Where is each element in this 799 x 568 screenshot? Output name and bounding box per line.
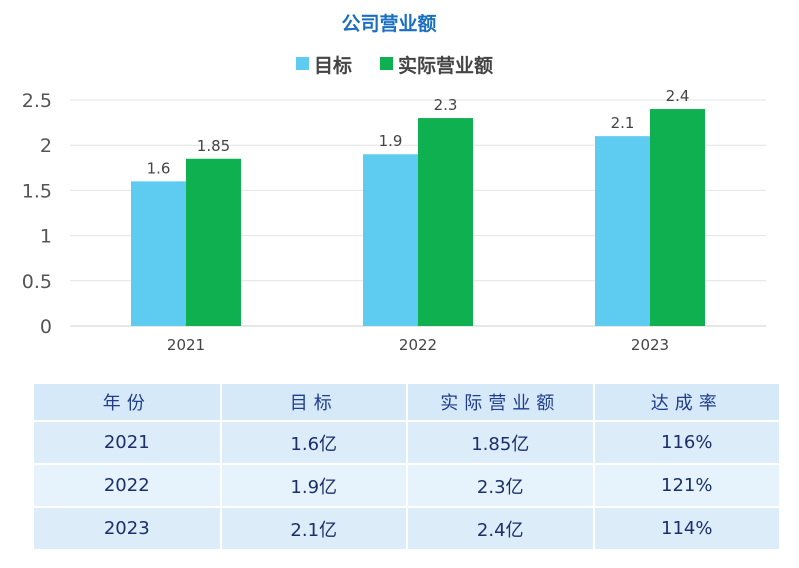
data-label: 1.6 [147, 159, 171, 177]
data-label: 2.1 [611, 114, 635, 132]
bar-0-2023 [595, 136, 650, 326]
x-axis-ticks: 2021 2022 2023 [167, 336, 669, 354]
y-tick-label: 2 [40, 135, 52, 157]
bar-1-2021 [186, 158, 241, 326]
table-row: 2021 1.6亿 1.85亿 116% [34, 421, 781, 465]
table-row: 2022 1.9亿 2.3亿 121% [34, 464, 781, 508]
cell-rate: 116% [593, 421, 781, 465]
cell-rate: 114% [593, 507, 781, 551]
x-tick-label: 2022 [399, 336, 437, 354]
header-rate: 达成率 [593, 384, 781, 422]
y-tick-label: 2.5 [22, 90, 52, 112]
y-tick-label: 1.5 [22, 180, 52, 202]
bars [131, 109, 705, 326]
cell-actual: 2.3亿 [407, 464, 595, 508]
y-tick-label: 0 [40, 316, 52, 338]
x-tick-label: 2021 [167, 336, 205, 354]
cell-actual: 2.4亿 [407, 507, 595, 551]
bar-chart: 公司营业额 目标 实际营业额 0 0.5 1 1.5 2 2.5 1.6 1.85 1.9 2.3… [22, 12, 766, 354]
cell-target: 1.6亿 [220, 421, 408, 465]
y-tick-label: 1 [40, 226, 52, 248]
cell-target: 1.9亿 [220, 464, 408, 508]
header-actual: 实际营业额 [407, 384, 595, 422]
cell-target: 2.1亿 [220, 507, 408, 551]
summary-table: 年份 目标 实际营业额 达成率 2021 1.6亿 1.85亿 116% 202… [34, 384, 781, 551]
cell-rate: 121% [593, 464, 781, 508]
bar-1-2022 [418, 118, 473, 326]
bar-0-2021 [131, 181, 186, 326]
header-target: 目标 [220, 384, 408, 422]
data-label: 2.3 [434, 96, 458, 114]
y-axis-ticks: 0 0.5 1 1.5 2 2.5 [22, 90, 52, 338]
data-label: 2.4 [666, 87, 690, 105]
table-header-row: 年份 目标 实际营业额 达成率 [34, 384, 781, 422]
table-row: 2023 2.1亿 2.4亿 114% [34, 507, 781, 551]
data-label: 1.9 [379, 132, 403, 150]
data-label: 1.85 [197, 137, 230, 155]
legend-swatch-1 [380, 57, 393, 70]
cell-year: 2023 [34, 507, 222, 551]
legend-label-1: 实际营业额 [398, 54, 493, 77]
legend-swatch-0 [296, 57, 309, 70]
legend-label-0: 目标 [314, 55, 352, 77]
y-tick-label: 0.5 [22, 271, 52, 293]
cell-year: 2022 [34, 464, 222, 508]
cell-actual: 1.85亿 [407, 421, 595, 465]
bar-0-2022 [363, 154, 418, 326]
chart-title: 公司营业额 [341, 12, 436, 35]
x-tick-label: 2023 [631, 336, 669, 354]
bar-1-2023 [650, 109, 705, 326]
header-year: 年份 [34, 384, 222, 422]
legend: 目标 实际营业额 [296, 54, 493, 77]
data-labels: 1.6 1.85 1.9 2.3 2.1 2.4 [147, 87, 690, 177]
cell-year: 2021 [34, 421, 222, 465]
